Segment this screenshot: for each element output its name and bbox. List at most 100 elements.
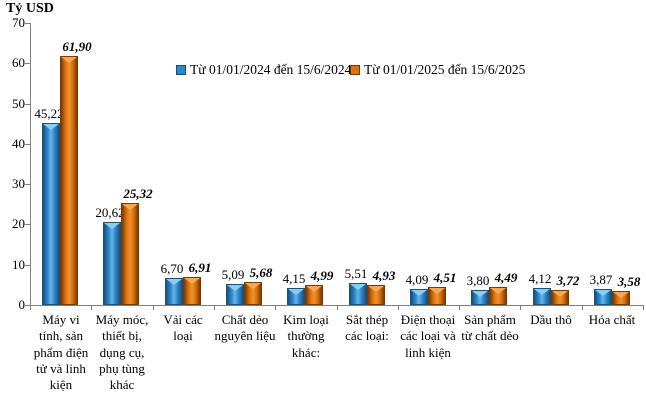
bar-bevel-highlight xyxy=(490,288,507,294)
bar-2025-9 xyxy=(550,290,569,305)
x-tick-2 xyxy=(153,306,154,310)
y-tick-label-50: 50 xyxy=(12,96,25,111)
y-tick-40 xyxy=(25,144,30,145)
bar-2025-8 xyxy=(489,287,508,305)
bar-2025-3 xyxy=(182,277,201,305)
legend-marker-2024-icon xyxy=(176,65,186,75)
bar-2024-3 xyxy=(164,278,183,305)
bar-2025-6 xyxy=(366,285,385,305)
bar-bevel-highlight xyxy=(306,286,323,292)
y-tick-label-70: 70 xyxy=(12,15,25,30)
bar-2024-5 xyxy=(287,288,306,305)
category-label-6: Sắt thép các loại: xyxy=(345,312,389,344)
bar-2024-4 xyxy=(226,284,245,305)
x-axis-line xyxy=(30,305,644,306)
category-label-10: Hóa chất xyxy=(588,312,636,327)
x-tick-10 xyxy=(643,306,644,310)
value-label-2024-4: 5,09 xyxy=(221,267,245,282)
y-axis-title: Tỷ USD xyxy=(6,1,54,16)
y-tick-label-0: 0 xyxy=(18,297,26,312)
bar-2025-7 xyxy=(427,287,446,305)
bar-2024-1 xyxy=(42,123,61,305)
bar-bevel-highlight xyxy=(183,278,200,284)
bar-bevel-highlight xyxy=(428,288,445,294)
y-tick-50 xyxy=(25,104,30,105)
bar-2025-1 xyxy=(60,56,79,305)
y-tick-60 xyxy=(25,63,30,64)
bar-bevel-highlight xyxy=(288,289,305,295)
bar-bevel-highlight xyxy=(410,290,427,296)
value-label-2025-6: 4,93 xyxy=(372,268,396,283)
value-label-2024-6: 5,51 xyxy=(344,266,368,281)
bar-bevel-highlight xyxy=(122,204,139,210)
bar-2025-5 xyxy=(305,285,324,305)
category-label-2: Máy móc, thiết bị, dụng cụ, phụ tùng khá… xyxy=(95,312,149,392)
bar-bevel-highlight xyxy=(594,290,611,296)
legend-marker-2025-icon xyxy=(350,65,360,75)
x-tick-8 xyxy=(520,306,521,310)
value-label-2025-7: 4,51 xyxy=(433,270,457,285)
x-tick-9 xyxy=(582,306,583,310)
bar-bevel-highlight xyxy=(612,292,629,298)
y-tick-20 xyxy=(25,224,30,225)
bar-bevel-highlight xyxy=(245,283,262,289)
bar-bevel-highlight xyxy=(227,285,244,291)
value-label-2025-8: 4,49 xyxy=(494,270,518,285)
value-label-2025-10: 3,58 xyxy=(617,274,641,289)
value-label-2024-1: 45,22 xyxy=(34,106,64,121)
bar-bevel-highlight xyxy=(104,223,121,229)
y-tick-label-10: 10 xyxy=(12,257,25,272)
bar-bevel-highlight xyxy=(61,57,78,63)
value-label-2024-2: 20,62 xyxy=(95,205,125,220)
bar-2024-9 xyxy=(532,288,551,305)
bar-bevel-highlight xyxy=(551,291,568,297)
bar-2024-6 xyxy=(348,283,367,305)
y-tick-70 xyxy=(25,23,30,24)
bar-bevel-highlight xyxy=(472,291,489,297)
category-label-1: Máy vi tính, sản phẩm điện tử và linh ki… xyxy=(33,312,89,392)
value-label-2025-1: 61,90 xyxy=(62,39,92,54)
legend-label-2025: Từ 01/01/2025 đến 15/6/2025 xyxy=(364,62,526,77)
value-label-2024-9: 4,12 xyxy=(528,271,552,286)
x-tick-1 xyxy=(91,306,92,310)
bar-bevel-highlight xyxy=(349,284,366,290)
category-label-5: Kim loại thường khác: xyxy=(283,312,329,360)
value-label-2024-7: 4,09 xyxy=(405,272,429,287)
bar-2025-4 xyxy=(244,282,263,305)
category-label-7: Điện thoại các loại và linh kiện xyxy=(400,312,456,360)
value-label-2025-2: 25,32 xyxy=(123,186,153,201)
bar-2024-10 xyxy=(593,289,612,305)
x-tick-4 xyxy=(275,306,276,310)
value-label-2024-5: 4,15 xyxy=(282,271,306,286)
legend-item-2025: Từ 01/01/2025 đến 15/6/2025 xyxy=(350,62,525,78)
y-tick-0 xyxy=(25,305,30,306)
y-tick-label-60: 60 xyxy=(12,55,25,70)
x-tick-5 xyxy=(337,306,338,310)
bar-bevel-highlight xyxy=(43,124,60,130)
y-tick-30 xyxy=(25,184,30,185)
bar-2025-10 xyxy=(611,291,630,305)
value-label-2025-4: 5,68 xyxy=(249,265,273,280)
legend-item-2024: Từ 01/01/2024 đến 15/6/2024 xyxy=(176,62,351,78)
y-tick-label-30: 30 xyxy=(12,176,25,191)
x-tick-7 xyxy=(459,306,460,310)
value-label-2024-3: 6,70 xyxy=(160,261,184,276)
y-tick-label-20: 20 xyxy=(12,216,25,231)
bar-bevel-highlight xyxy=(165,279,182,285)
value-label-2025-5: 4,99 xyxy=(310,268,334,283)
y-tick-label-40: 40 xyxy=(12,136,25,151)
value-label-2025-3: 6,91 xyxy=(188,260,212,275)
bar-bevel-highlight xyxy=(533,289,550,295)
y-tick-10 xyxy=(25,265,30,266)
bar-2024-7 xyxy=(409,289,428,305)
bar-bevel-highlight xyxy=(367,286,384,292)
legend-label-2024: Từ 01/01/2024 đến 15/6/2024 xyxy=(190,62,352,77)
category-label-8: Sản phẩm từ chất dẻo xyxy=(461,312,519,344)
category-label-4: Chất dẻo nguyên liệu xyxy=(214,312,276,344)
bar-2024-8 xyxy=(471,290,490,305)
y-axis-line xyxy=(30,23,31,306)
x-tick-3 xyxy=(214,306,215,310)
value-label-2024-10: 3,87 xyxy=(589,272,613,287)
value-label-2025-9: 3,72 xyxy=(556,273,580,288)
